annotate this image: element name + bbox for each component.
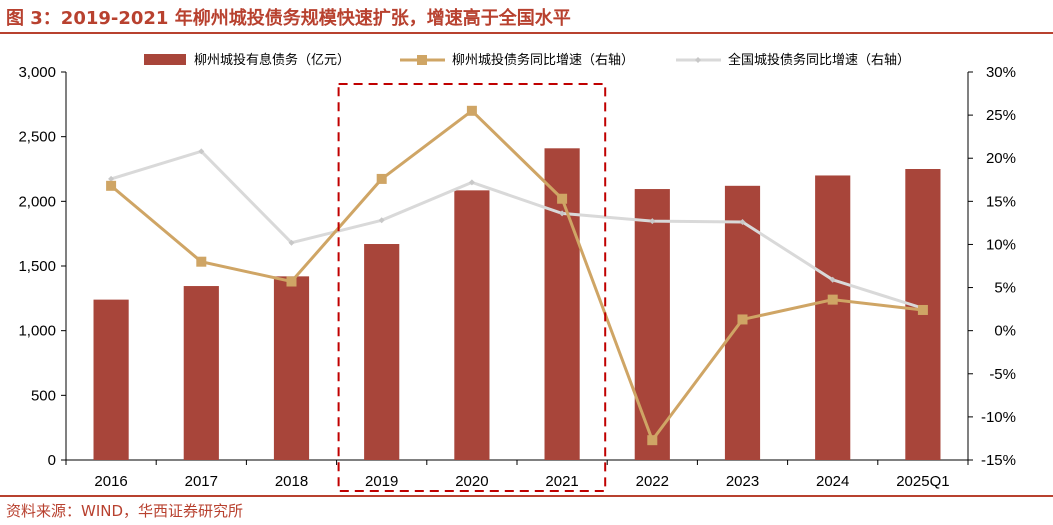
- right-tick-label: -10%: [981, 409, 1016, 426]
- legend-label-bar: 柳州城投有息债务（亿元）: [194, 52, 350, 68]
- legend-label-national: 全国城投债务同比增速（右轴）: [728, 52, 910, 68]
- point-liuzhou-2024: [827, 294, 838, 305]
- left-tick-label: 500: [31, 387, 56, 404]
- right-tick-label: -15%: [981, 452, 1016, 469]
- left-tick-label: 2,000: [18, 193, 56, 210]
- right-tick-label: 30%: [986, 64, 1016, 81]
- point-national-2024: [829, 276, 836, 283]
- point-national-2017: [198, 148, 205, 155]
- highlight-box-2019-2021: [337, 83, 607, 492]
- x-tick-label: 2021: [545, 473, 578, 490]
- point-liuzhou-2021: [557, 193, 568, 204]
- bar-2017: [183, 286, 219, 460]
- point-liuzhou-2025Q1: [917, 304, 928, 315]
- point-liuzhou-2020: [466, 105, 477, 116]
- point-liuzhou-2017: [196, 256, 207, 267]
- source-divider: [0, 495, 1053, 497]
- point-liuzhou-2023: [737, 314, 748, 325]
- point-national-2019: [378, 217, 385, 224]
- point-liuzhou-2022: [647, 435, 658, 446]
- point-liuzhou-2016: [106, 180, 117, 191]
- page-title: 图 3：2019-2021 年柳州城投债务规模快速扩张，增速高于全国水平: [6, 8, 571, 29]
- bar-2022: [634, 189, 670, 460]
- x-tick-label: 2020: [455, 473, 488, 490]
- x-tick-label: 2025Q1: [896, 473, 949, 490]
- source-note: 资料来源：WIND，华西证券研究所: [6, 502, 244, 520]
- title-underline: [0, 0, 1053, 34]
- x-tick-label: 2016: [94, 473, 127, 490]
- bar-2018: [273, 276, 310, 460]
- left-tick-label: 1,500: [18, 258, 56, 275]
- right-tick-label: 25%: [986, 107, 1016, 124]
- x-tick-label: 2018: [275, 473, 308, 490]
- right-tick-label: 5%: [994, 280, 1016, 297]
- point-national-2018: [288, 239, 295, 246]
- x-tick-label: 2017: [185, 473, 218, 490]
- legend-swatch-bar: [144, 54, 186, 65]
- point-national-2022: [649, 218, 656, 225]
- bar-2020: [454, 190, 490, 460]
- line-liuzhou: [110, 108, 924, 444]
- right-tick-label: 10%: [986, 236, 1016, 253]
- legend-label-liuzhou: 柳州城投债务同比增速（右轴）: [452, 52, 634, 68]
- bar-2024: [815, 175, 851, 460]
- left-tick-label: 3,000: [18, 64, 56, 81]
- point-national-2021: [559, 210, 566, 217]
- point-national-2023: [739, 219, 746, 226]
- point-national-2020: [468, 179, 475, 186]
- right-tick-label: 20%: [986, 150, 1016, 167]
- bar-2019: [364, 244, 400, 460]
- point-liuzhou-2019: [376, 173, 387, 184]
- point-national-2016: [108, 175, 115, 182]
- right-tick-label: 15%: [986, 193, 1016, 210]
- x-tick-label: 2019: [365, 473, 398, 490]
- legend-marker-liuzhou: [417, 55, 427, 65]
- right-tick-label: -5%: [989, 366, 1016, 383]
- line-national: [110, 149, 924, 310]
- left-tick-label: 2,500: [18, 129, 56, 146]
- right-tick-label: 0%: [994, 323, 1016, 340]
- bar-2016: [93, 299, 129, 460]
- x-tick-label: 2024: [816, 473, 849, 490]
- point-liuzhou-2018: [286, 276, 297, 287]
- x-tick-label: 2022: [636, 473, 669, 490]
- legend-marker-national: [695, 57, 701, 63]
- x-tick-label: 2023: [726, 473, 759, 490]
- left-tick-label: 1,000: [18, 323, 56, 340]
- left-tick-label: 0: [48, 452, 56, 469]
